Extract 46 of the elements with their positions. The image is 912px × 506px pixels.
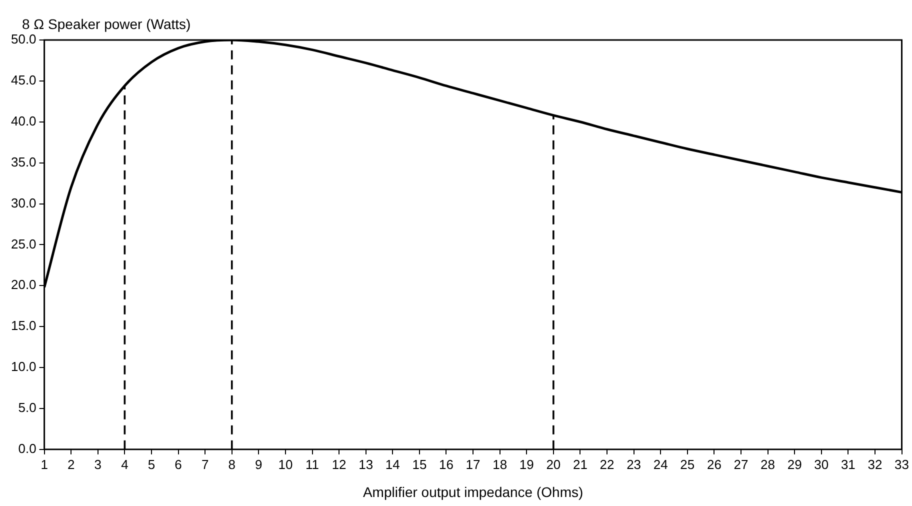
x-tick-label: 30 (814, 456, 829, 472)
x-tick-label: 22 (600, 456, 614, 472)
x-tick-label: 8 (228, 456, 236, 472)
x-tick-label: 26 (706, 456, 722, 472)
x-tick-label: 15 (412, 456, 427, 472)
x-tick-label: 9 (255, 456, 262, 472)
x-tick-label: 1 (40, 456, 48, 472)
x-axis-title: Amplifier output impedance (Ohms) (362, 484, 584, 500)
y-tick-label: 15.0 (10, 318, 36, 334)
x-tick-label: 32 (868, 456, 882, 472)
y-tick-label: 35.0 (10, 154, 36, 170)
x-tick-label: 3 (94, 456, 102, 472)
x-tick-label: 24 (653, 456, 668, 472)
x-tick-label: 29 (787, 456, 802, 472)
y-tick-label: 0.0 (18, 440, 36, 456)
x-tick-label: 13 (358, 456, 374, 472)
y-tick-label: 30.0 (10, 195, 36, 210)
x-tick-label: 16 (439, 456, 454, 472)
x-tick-label: 5 (148, 456, 156, 472)
x-tick-label: 12 (332, 456, 346, 472)
x-tick-label: 20 (546, 456, 561, 472)
x-tick-label: 33 (894, 456, 910, 472)
y-tick-label: 45.0 (10, 72, 36, 88)
y-tick-label: 50.0 (10, 32, 36, 47)
y-axis-title: 8 Ω Speaker power (Watts) (22, 16, 191, 32)
y-tick-label: 20.0 (10, 277, 36, 292)
y-tick-label: 25.0 (10, 236, 36, 252)
x-tick-label: 19 (519, 456, 534, 472)
y-tick-label: 40.0 (10, 113, 36, 128)
x-tick-label: 7 (201, 456, 209, 472)
x-tick-label: 23 (626, 456, 642, 472)
x-tick-label: 21 (572, 456, 588, 472)
x-tick-label: 31 (840, 456, 856, 472)
y-tick-label: 10.0 (10, 359, 36, 374)
x-tick-label: 11 (306, 456, 320, 472)
y-tick-label: 5.0 (18, 400, 36, 416)
x-tick-label: 14 (385, 456, 400, 472)
x-tick-label: 25 (680, 456, 695, 472)
x-tick-label: 6 (174, 456, 182, 472)
x-tick-label: 17 (466, 456, 480, 472)
x-tick-label: 18 (492, 456, 508, 472)
x-tick-label: 27 (734, 456, 748, 472)
x-tick-label: 28 (760, 456, 776, 472)
x-tick-label: 10 (278, 456, 293, 472)
x-tick-label: 2 (67, 456, 75, 472)
x-tick-label: 4 (121, 456, 128, 472)
